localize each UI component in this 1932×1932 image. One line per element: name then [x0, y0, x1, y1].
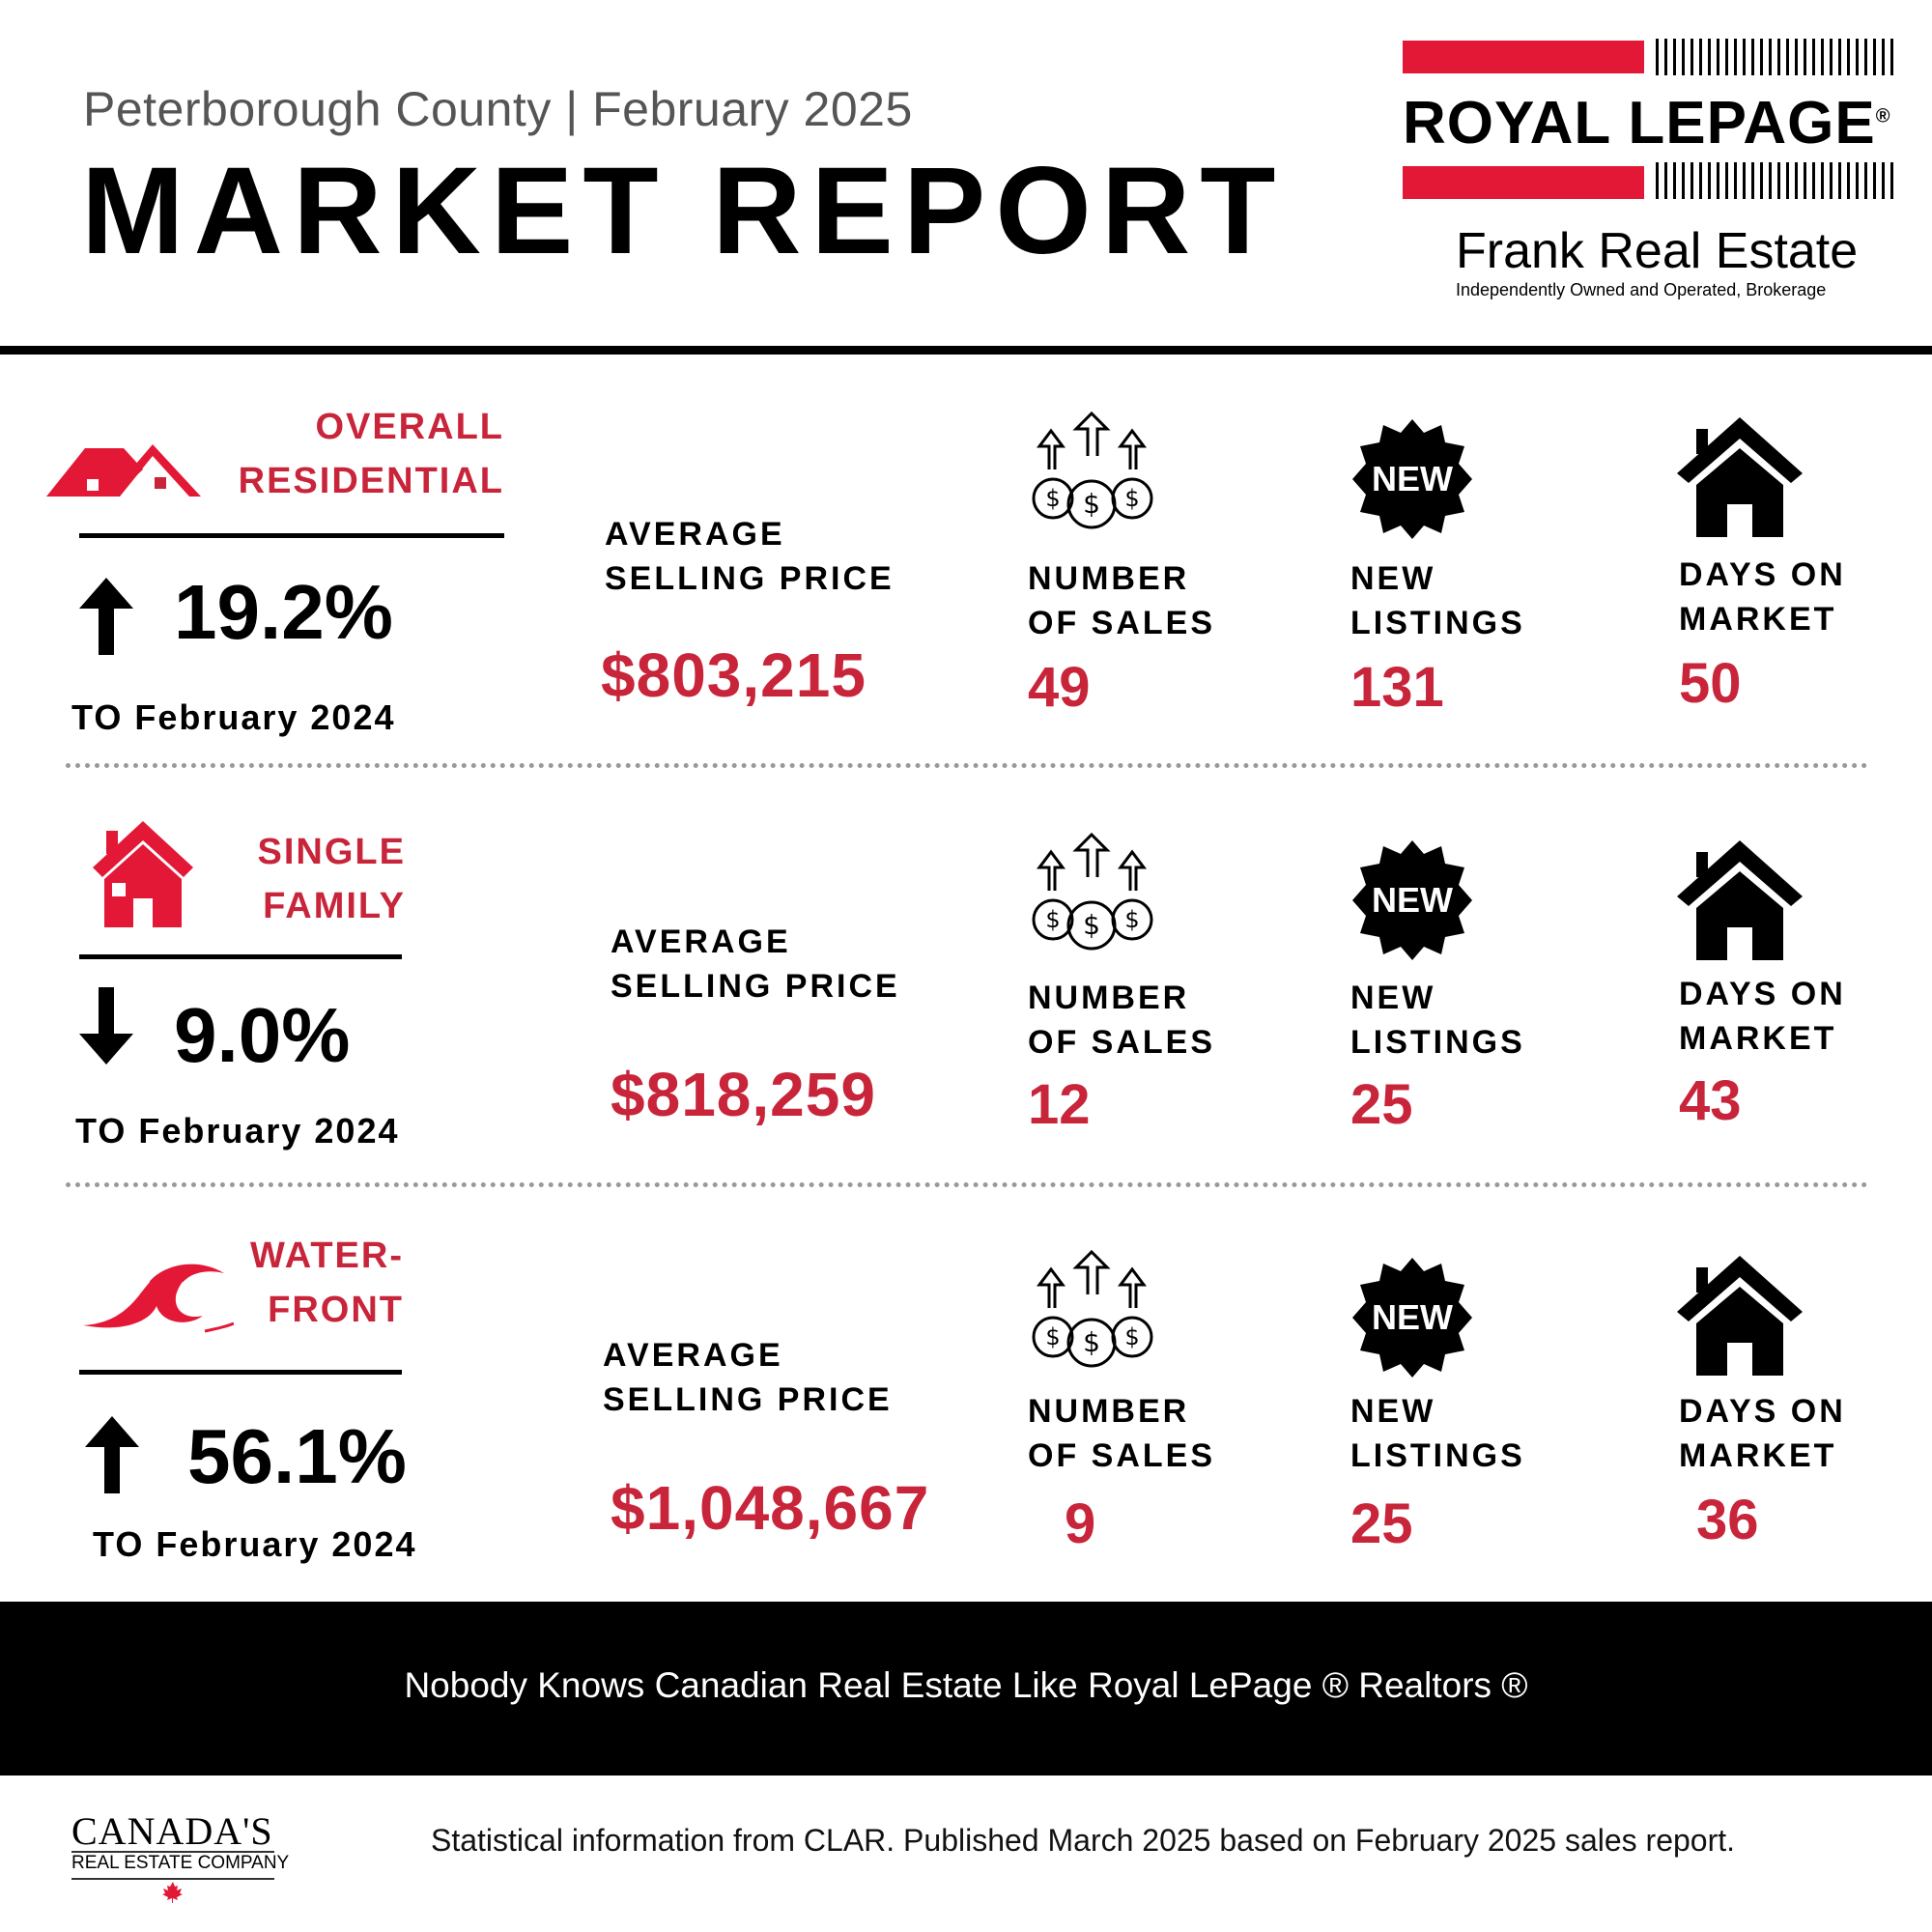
new-listings-label: NEW LISTINGS: [1350, 560, 1525, 641]
money-growth-icon: $ $ $: [1032, 833, 1153, 951]
percent-change: 9.0%: [174, 992, 351, 1078]
svg-text:NEW: NEW: [1372, 459, 1453, 498]
home-icon: [1677, 1256, 1803, 1376]
source-note: Statistical information from CLAR. Publi…: [431, 1823, 1736, 1858]
category-rule: [79, 954, 402, 959]
avg-price-label: AVERAGE SELLING PRICE: [603, 1337, 893, 1418]
section-divider: [66, 1182, 1868, 1187]
num-sales-label: NUMBER OF SALES: [1028, 560, 1216, 641]
new-badge-icon: NEW: [1352, 419, 1472, 539]
percent-change: 19.2%: [174, 569, 393, 655]
avg-price-label: AVERAGE SELLING PRICE: [605, 516, 895, 597]
days-on-market-label: DAYS ON MARKET: [1679, 1393, 1846, 1474]
comparison-period: TO February 2024: [93, 1524, 417, 1564]
svg-text:$: $: [1045, 485, 1060, 512]
footer-banner: Nobody Knows Canadian Real Estate Like R…: [0, 1602, 1932, 1776]
logo-red-bar-top: [1403, 41, 1644, 73]
num-sales-value: 12: [1028, 1073, 1091, 1136]
logo-stripes-bottom: [1656, 162, 1895, 199]
logo-tagline: Independently Owned and Operated, Broker…: [1456, 280, 1827, 299]
new-listings-label: NEW LISTINGS: [1350, 980, 1525, 1061]
section-divider: [66, 763, 1868, 768]
svg-text:$: $: [1124, 1323, 1139, 1350]
section-single-family: SINGLE FAMILY 9.0% TO February 2024 AVER…: [0, 802, 1932, 1208]
category-rule: [79, 533, 504, 538]
svg-text:$: $: [1045, 906, 1060, 933]
category-label: SINGLE FAMILY: [257, 832, 406, 926]
new-badge-icon: NEW: [1352, 840, 1472, 960]
section-overall-residential: OVERALL RESIDENTIAL 19.2% TO February 20…: [0, 386, 1932, 792]
svg-text:$: $: [1083, 1326, 1100, 1358]
num-sales-label: NUMBER OF SALES: [1028, 1393, 1216, 1474]
logo-wordmark: ROYAL LEPAGE®: [1403, 90, 1891, 156]
svg-text:$: $: [1124, 485, 1139, 512]
home-icon: [1677, 417, 1803, 537]
home-icon: [1677, 840, 1803, 960]
royal-lepage-logo: ROYAL LEPAGE® Frank Real Estate Independ…: [1403, 39, 1895, 309]
new-listings-value: 25: [1350, 1073, 1413, 1136]
logo-stripes-top: [1656, 39, 1895, 75]
arrow-down-icon: [79, 987, 133, 1065]
wave-icon: [83, 1264, 234, 1333]
money-growth-icon: $ $ $: [1032, 1250, 1153, 1368]
roofs-icon: [46, 444, 201, 497]
category-label: OVERALL RESIDENTIAL: [238, 407, 504, 501]
comparison-period: TO February 2024: [71, 697, 396, 737]
section-waterfront: WATER- FRONT 56.1% TO February 2024 AVER…: [0, 1217, 1932, 1623]
days-on-market-value: 36: [1696, 1489, 1759, 1551]
arrow-up-icon: [85, 1416, 139, 1493]
category-label: WATER- FRONT: [249, 1236, 404, 1330]
svg-text:NEW: NEW: [1372, 880, 1453, 920]
report-title: MARKET REPORT: [81, 142, 1286, 280]
logo-red-bar-bottom: [1403, 166, 1644, 199]
report-subtitle: Peterborough County | February 2025: [83, 82, 913, 136]
days-on-market-value: 43: [1679, 1069, 1742, 1132]
svg-text:$: $: [1124, 906, 1139, 933]
category-rule: [79, 1370, 402, 1375]
new-listings-label: NEW LISTINGS: [1350, 1393, 1525, 1474]
money-growth-icon: $ $ $: [1032, 412, 1153, 529]
num-sales-value: 9: [1065, 1492, 1096, 1555]
canadas-real-estate-company-logo: CANADA'S REAL ESTATE COMPANY: [71, 1808, 289, 1905]
house-icon: [93, 821, 193, 927]
svg-text:$: $: [1083, 909, 1100, 941]
maple-leaf-icon: [162, 1882, 183, 1903]
days-on-market-value: 50: [1679, 652, 1742, 715]
logo-brand: Frank Real Estate: [1456, 223, 1859, 279]
avg-price-value: $1,048,667: [611, 1473, 930, 1543]
svg-text:$: $: [1045, 1323, 1060, 1350]
header-divider: [0, 346, 1932, 355]
avg-price-value: $818,259: [611, 1060, 876, 1129]
num-sales-label: NUMBER OF SALES: [1028, 980, 1216, 1061]
avg-price-value: $803,215: [601, 640, 867, 710]
num-sales-value: 49: [1028, 656, 1091, 719]
svg-text:NEW: NEW: [1372, 1297, 1453, 1337]
comparison-period: TO February 2024: [75, 1111, 400, 1151]
svg-text:$: $: [1083, 488, 1100, 520]
percent-change: 56.1%: [187, 1413, 407, 1499]
arrow-up-icon: [79, 578, 133, 655]
new-listings-value: 131: [1350, 656, 1444, 719]
days-on-market-label: DAYS ON MARKET: [1679, 976, 1846, 1057]
footer-slogan: Nobody Knows Canadian Real Estate Like R…: [404, 1665, 1528, 1705]
new-listings-value: 25: [1350, 1492, 1413, 1555]
days-on-market-label: DAYS ON MARKET: [1679, 556, 1846, 638]
avg-price-label: AVERAGE SELLING PRICE: [611, 923, 900, 1005]
new-badge-icon: NEW: [1352, 1258, 1472, 1378]
